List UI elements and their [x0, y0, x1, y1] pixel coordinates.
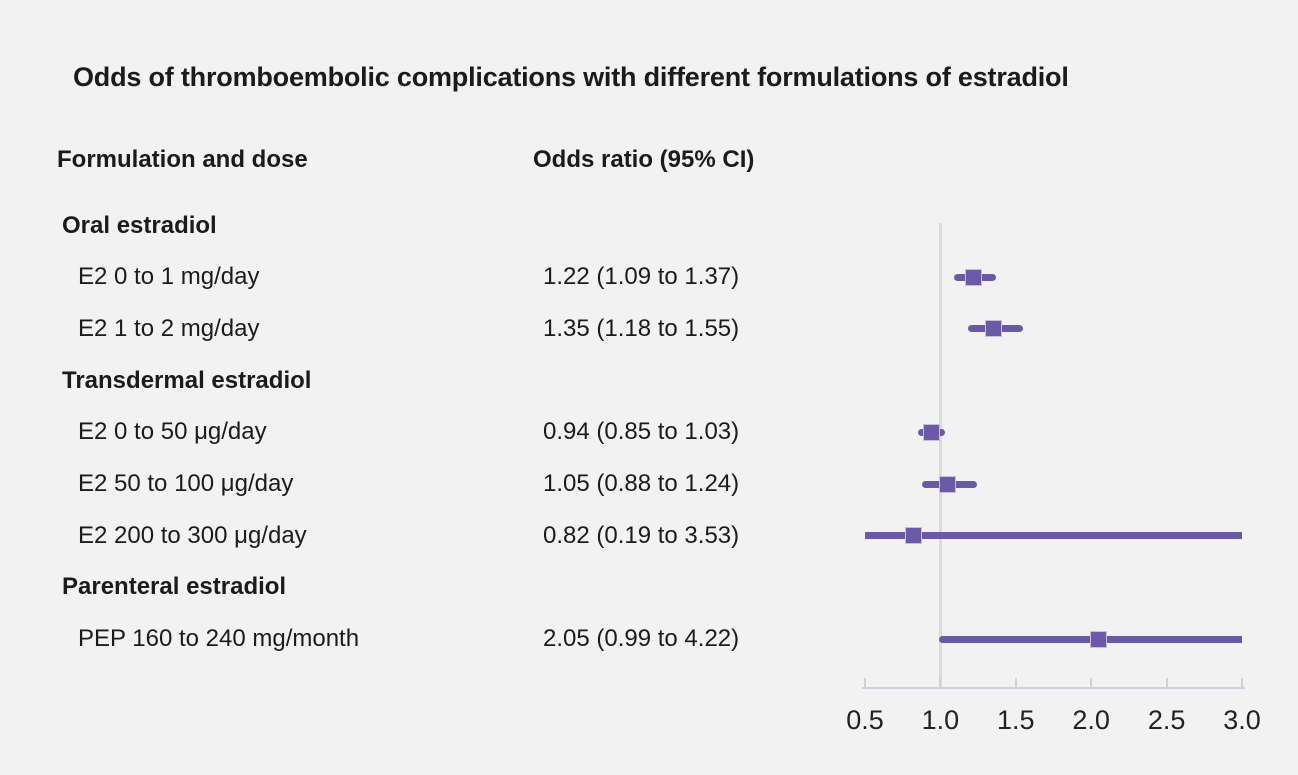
point-estimate-marker: [939, 475, 957, 493]
column-header-formulation: Formulation and dose: [57, 146, 308, 173]
ci-line: [865, 532, 1242, 540]
odds-ratio-value: 1.35 (1.18 to 1.55): [543, 314, 740, 342]
point-estimate-marker: [922, 423, 940, 441]
axis-tick-label: 1.5: [997, 705, 1035, 735]
chart-title: Odds of thromboembolic complications wit…: [73, 62, 1069, 92]
section-label: Transdermal estradiol: [62, 366, 312, 394]
odds-ratio-value: 1.05 (0.88 to 1.24): [543, 470, 740, 497]
dose-label: E2 1 to 2 mg/day: [78, 314, 260, 342]
axis-tick: [1165, 678, 1168, 689]
dose-label: E2 0 to 50 μg/day: [78, 418, 267, 446]
section-label: Oral estradiol: [62, 211, 217, 239]
odds-ratio-value: 0.94 (0.85 to 1.03): [543, 418, 740, 446]
dose-label: PEP 160 to 240 mg/month: [78, 625, 360, 653]
point-estimate-marker: [965, 268, 983, 286]
axis-tick-label: 2.5: [1147, 705, 1186, 735]
axis-tick-label: 0.5: [846, 705, 884, 735]
axis-tick: [1241, 678, 1243, 689]
axis-tick-label: 1.0: [921, 705, 960, 735]
axis-tick: [939, 678, 942, 689]
axis-tick-label: 2.0: [1072, 705, 1110, 735]
point-estimate-marker: [904, 527, 922, 545]
axis-tick: [1090, 678, 1093, 689]
point-estimate-marker: [984, 320, 1002, 338]
dose-label: E2 200 to 300 μg/day: [78, 521, 307, 549]
odds-ratio-value: 1.22 (1.09 to 1.37): [543, 263, 740, 291]
axis-tick-label: 3.0: [1223, 705, 1261, 735]
column-header-odds-ratio: Odds ratio (95% CI): [533, 146, 755, 173]
reference-line: [938, 223, 942, 688]
point-estimate-marker: [1090, 630, 1108, 648]
odds-ratio-value: 0.82 (0.19 to 3.53): [543, 521, 740, 549]
axis-tick: [1014, 678, 1017, 689]
dose-label: E2 50 to 100 μg/day: [78, 470, 294, 497]
axis-line: [862, 687, 1245, 689]
odds-ratio-value: 2.05 (0.99 to 4.22): [543, 625, 740, 653]
section-label: Parenteral estradiol: [62, 573, 287, 601]
axis-tick: [864, 678, 866, 689]
dose-label: E2 0 to 1 mg/day: [78, 263, 260, 291]
